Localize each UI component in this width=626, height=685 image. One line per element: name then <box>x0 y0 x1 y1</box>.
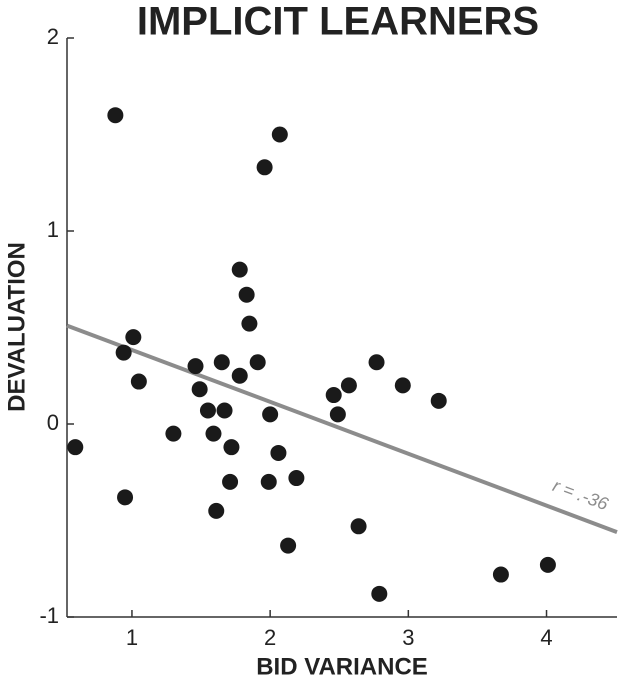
point <box>241 315 258 332</box>
x-tick-label: 1 <box>126 625 138 650</box>
point <box>107 107 124 124</box>
fit-line <box>66 323 618 534</box>
x-tick-label: 3 <box>402 625 414 650</box>
point <box>222 473 239 490</box>
point <box>223 439 240 456</box>
point <box>115 344 132 361</box>
y-axis-label: DEVALUATION <box>3 242 30 412</box>
point <box>256 159 273 176</box>
point <box>130 373 147 390</box>
point <box>260 473 277 490</box>
y-tick-label: 1 <box>47 217 59 242</box>
point <box>165 425 182 442</box>
x-axis-label: BID VARIANCE <box>256 653 428 680</box>
point <box>187 358 204 375</box>
chart-title: IMPLICIT LEARNERS <box>137 0 539 44</box>
point <box>350 518 367 535</box>
point <box>340 377 357 394</box>
point <box>371 585 388 602</box>
point <box>329 406 346 423</box>
point <box>430 392 447 409</box>
point <box>368 354 385 371</box>
point <box>238 286 255 303</box>
point <box>216 402 233 419</box>
point <box>262 406 279 423</box>
point <box>117 489 134 506</box>
point <box>539 556 556 573</box>
point <box>280 537 297 554</box>
y-tick-label: 0 <box>47 410 59 435</box>
point <box>271 126 288 143</box>
point <box>125 329 142 346</box>
point <box>213 354 230 371</box>
point <box>199 402 216 419</box>
point <box>325 387 342 404</box>
point <box>191 381 208 398</box>
point <box>208 502 225 519</box>
point <box>288 470 305 487</box>
y-tick-label: 2 <box>47 24 59 49</box>
point <box>394 377 411 394</box>
x-tick-label: 4 <box>540 625 552 650</box>
y-tick-label: -1 <box>39 603 59 628</box>
point <box>249 354 266 371</box>
point <box>231 261 248 278</box>
point <box>270 444 287 461</box>
point <box>205 425 222 442</box>
point <box>67 439 84 456</box>
point <box>492 566 509 583</box>
point <box>231 367 248 384</box>
x-tick-label: 2 <box>264 625 276 650</box>
